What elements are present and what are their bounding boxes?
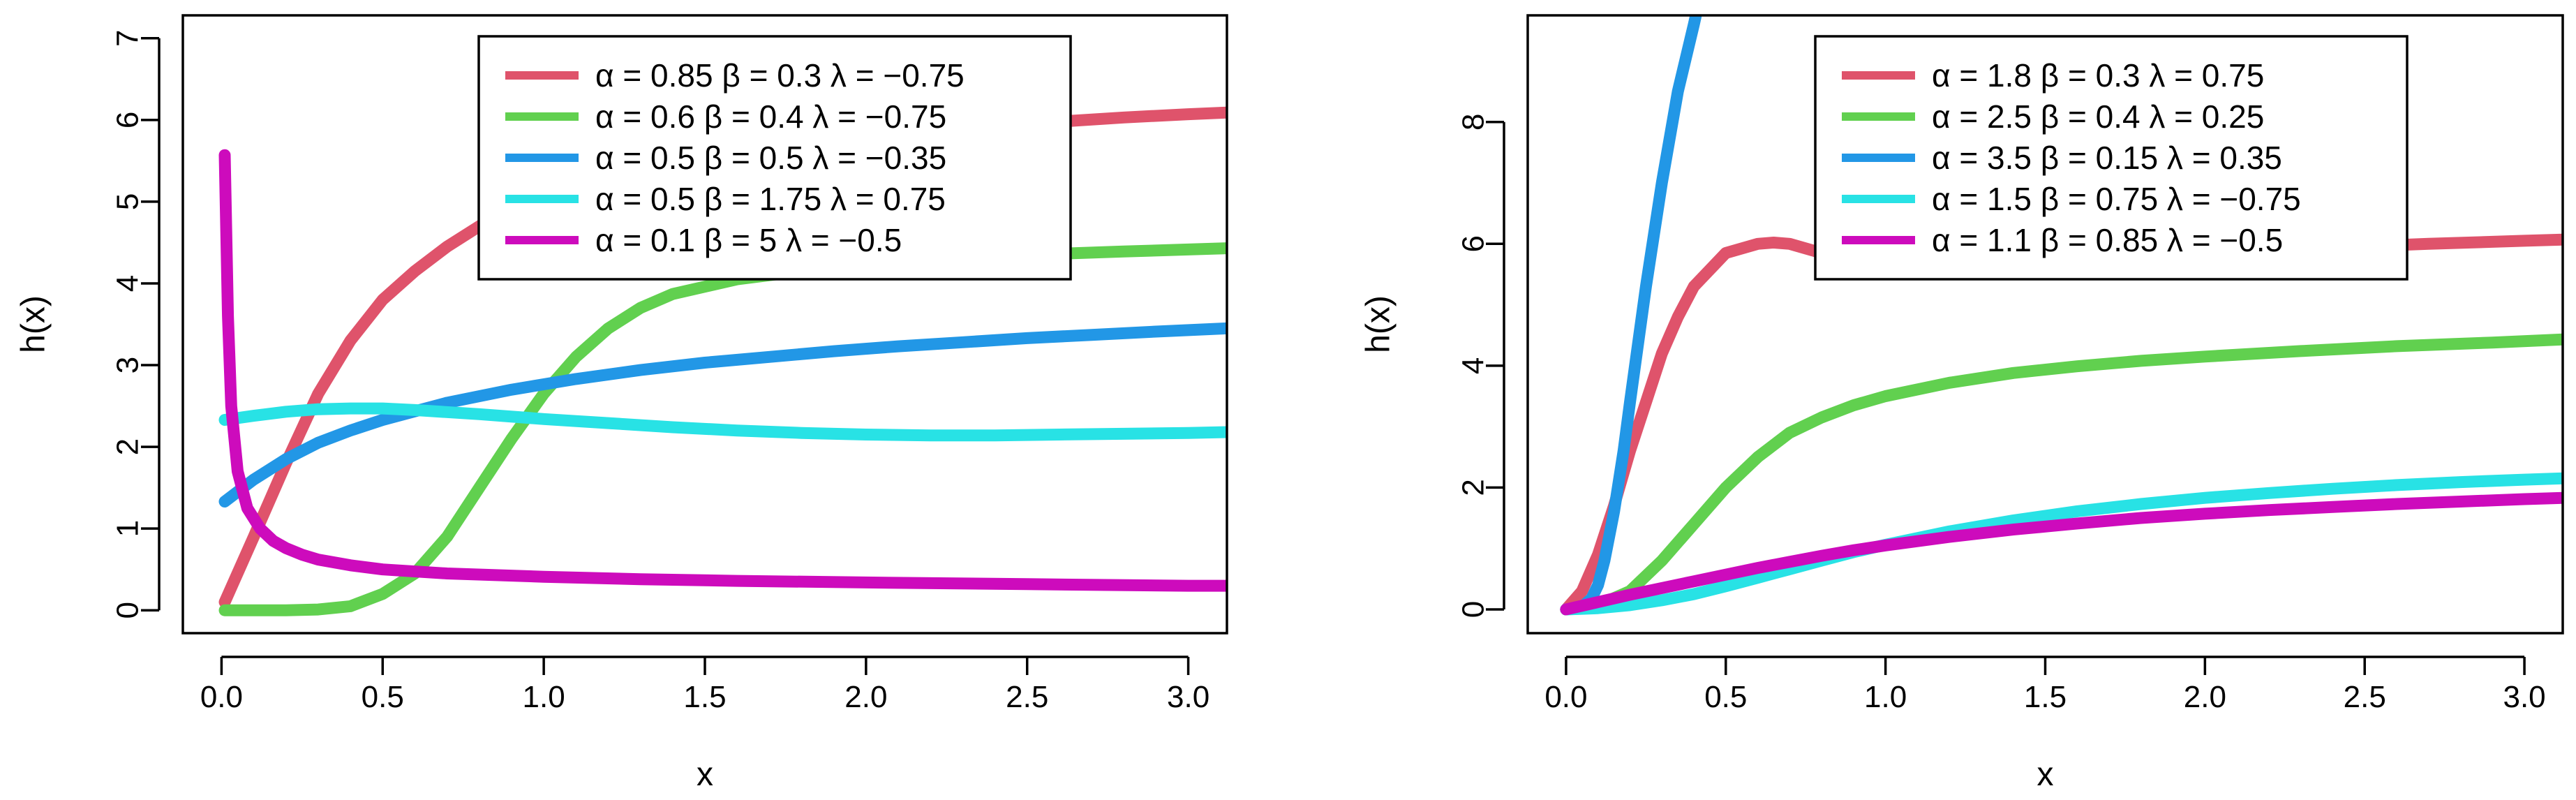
legend-label: α = 1.1 β = 0.85 λ = −0.5: [1932, 222, 2283, 258]
legend-label: α = 0.6 β = 0.4 λ = −0.75: [595, 98, 946, 135]
y-tick-label: 8: [1457, 113, 1491, 130]
x-tick-label: 3.0: [1167, 680, 1209, 714]
y-tick-label: 3: [111, 357, 145, 373]
legend-label: α = 2.5 β = 0.4 λ = 0.25: [1932, 98, 2264, 135]
x-axis-label: x: [2037, 756, 2054, 793]
legend-label: α = 0.5 β = 0.5 λ = −0.35: [595, 140, 946, 176]
x-tick-label: 0.5: [1704, 680, 1747, 714]
panel-left: 0.0 0.5 1.0 1.5 2.0 2.5 3.0 0 1 2 3 4 5 6 7 x h(x) α = 0.…: [15, 14, 1228, 793]
y-tick-label: 0: [111, 602, 145, 618]
y-tick-label: 5: [111, 193, 145, 210]
series-line-1: [1560, 233, 2563, 616]
series-line-4: [218, 402, 1227, 442]
legend-label: α = 1.8 β = 0.3 λ = 0.75: [1932, 57, 2264, 94]
y-tick-label: 6: [111, 112, 145, 128]
y-tick-label: 4: [1457, 357, 1491, 374]
x-tick-label: 2.5: [2344, 680, 2386, 714]
plot-frame: [1526, 14, 2564, 635]
legend-label: α = 3.5 β = 0.15 λ = 0.35: [1932, 140, 2282, 176]
y-tick-label: 2: [111, 438, 145, 455]
panel-right: 0.0 0.5 1.0 1.5 2.0 2.5 3.0 0 2 4 6 8 x h(x) α = 1.8 β…: [1360, 14, 2564, 793]
y-tick-label: 1: [111, 520, 145, 537]
x-tick-label: 1.0: [523, 680, 565, 714]
series-line-5: [1560, 491, 2563, 616]
y-tick-label: 0: [1457, 601, 1491, 618]
legend-label: α = 0.5 β = 1.75 λ = 0.75: [595, 181, 946, 217]
y-tick-label: 7: [111, 30, 145, 47]
x-tick-label: 1.5: [2024, 680, 2067, 714]
legend-label: α = 0.1 β = 5 λ = −0.5: [595, 222, 902, 258]
y-tick-label: 4: [111, 275, 145, 292]
legend: α = 1.8 β = 0.3 λ = 0.75 α = 2.5 β = 0.4 …: [1814, 35, 2409, 281]
y-axis-label: h(x): [15, 295, 52, 353]
x-tick-label: 2.0: [2184, 680, 2226, 714]
legend-label: α = 1.5 β = 0.75 λ = −0.75: [1932, 181, 2301, 217]
y-tick-label: 6: [1457, 235, 1491, 252]
x-tick-label: 1.0: [1864, 680, 1907, 714]
x-tick-label: 0.5: [362, 680, 404, 714]
y-tick-label: 2: [1457, 479, 1491, 496]
x-tick-label: 2.5: [1006, 680, 1048, 714]
y-axis-label: h(x): [1360, 295, 1397, 353]
series-line-3: [218, 322, 1227, 508]
legend-label: α = 0.85 β = 0.3 λ = −0.75: [595, 57, 965, 94]
series-line-5: [218, 149, 1227, 592]
plot-frame: [181, 14, 1228, 635]
x-axis-label: x: [697, 756, 713, 793]
x-tick-label: 0.0: [1544, 680, 1587, 714]
x-tick-label: 2.0: [844, 680, 887, 714]
x-tick-label: 3.0: [2503, 680, 2545, 714]
x-tick-label: 0.0: [200, 680, 243, 714]
legend: α = 0.85 β = 0.3 λ = −0.75 α = 0.6 β = 0.…: [477, 35, 1072, 281]
series-line-2: [1560, 333, 2563, 616]
x-tick-label: 1.5: [683, 680, 726, 714]
